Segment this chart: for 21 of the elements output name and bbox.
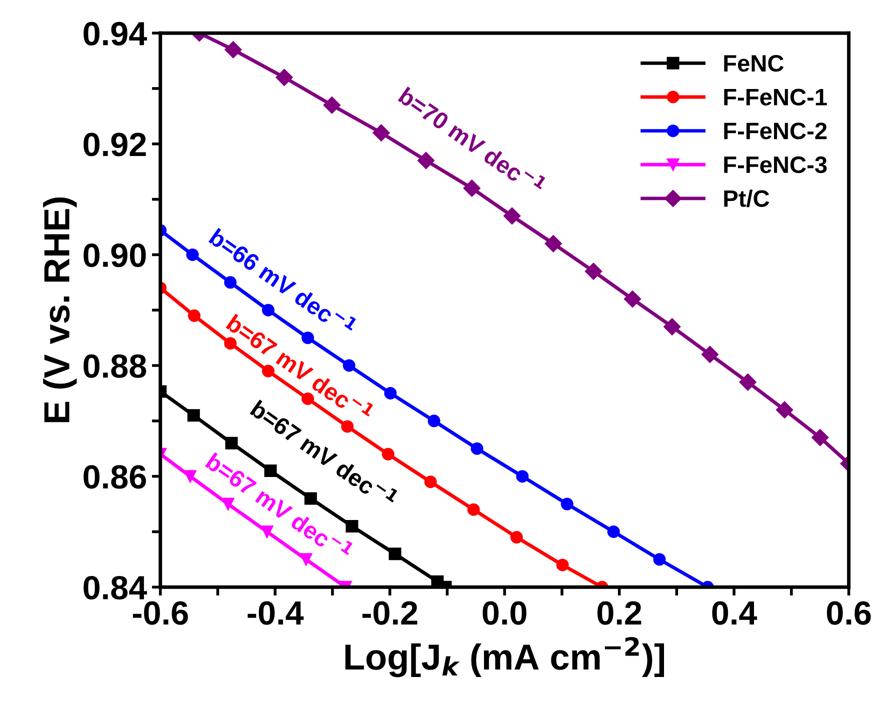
legend-label: F-FeNC-1: [724, 88, 827, 106]
x-tick-label: 0.2: [597, 601, 642, 625]
y-tick-label: 0.92: [84, 132, 146, 156]
x-tick-label: 0.6: [826, 601, 871, 625]
x-tick-label: 0.0: [482, 601, 526, 625]
y-tick-label: 0.94: [84, 22, 147, 46]
legend-label: Pt/C: [724, 190, 770, 208]
x-tick-label: -0.2: [362, 601, 418, 625]
legend-label: F-FeNC-2: [724, 122, 827, 140]
y-tick-label: 0.88: [84, 354, 146, 378]
y-tick-label: 0.90: [84, 244, 146, 268]
x-tick-label: -0.4: [248, 601, 304, 625]
annotation: b=70 mV dec$^{−1}$: [398, 83, 548, 197]
y-tick-label: 0.84: [84, 576, 147, 600]
y-tick-label: 0.86: [84, 465, 146, 489]
legend-label: FeNC: [724, 54, 784, 72]
x-tick-label: -0.6: [132, 601, 188, 625]
legend-label: F-FeNC-3: [724, 156, 827, 174]
x-tick-label: 0.4: [712, 601, 758, 625]
y-axis-title: E (V vs. RHE): [43, 198, 77, 422]
x-axis-title: Log[J$_{k}$ (mA cm$^{−2}$)]: [345, 636, 664, 678]
